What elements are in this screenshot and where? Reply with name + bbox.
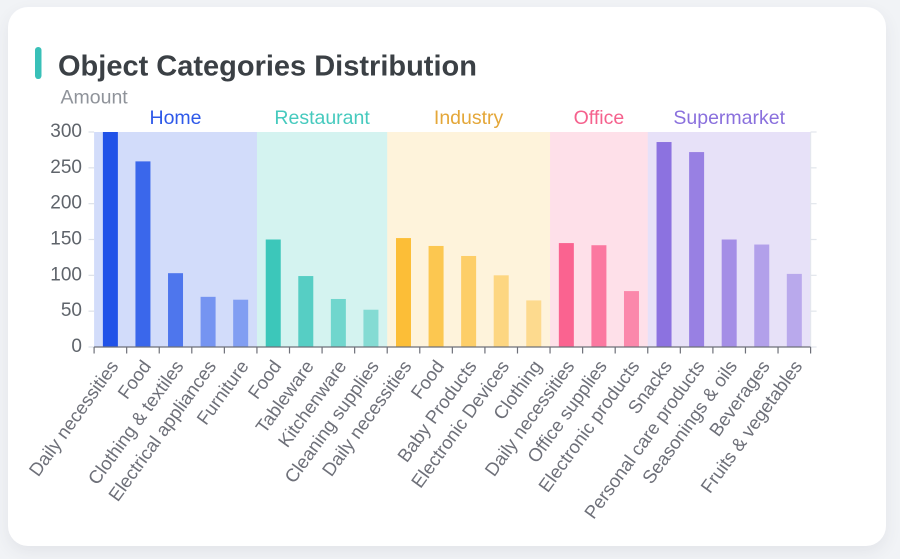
svg-text:50: 50 <box>61 300 82 321</box>
svg-text:100: 100 <box>50 264 82 285</box>
svg-text:150: 150 <box>50 229 82 250</box>
svg-text:250: 250 <box>50 157 82 178</box>
svg-text:300: 300 <box>50 121 82 142</box>
svg-text:200: 200 <box>50 193 82 214</box>
svg-text:Industry: Industry <box>434 107 504 129</box>
svg-text:Amount: Amount <box>61 86 129 108</box>
svg-text:Object Categories Distribution: Object Categories Distribution <box>58 51 477 83</box>
svg-text:Office: Office <box>574 107 625 129</box>
svg-text:Supermarket: Supermarket <box>673 107 785 129</box>
svg-text:Restaurant: Restaurant <box>274 107 370 129</box>
svg-text:0: 0 <box>71 336 82 357</box>
svg-text:Home: Home <box>149 107 201 129</box>
